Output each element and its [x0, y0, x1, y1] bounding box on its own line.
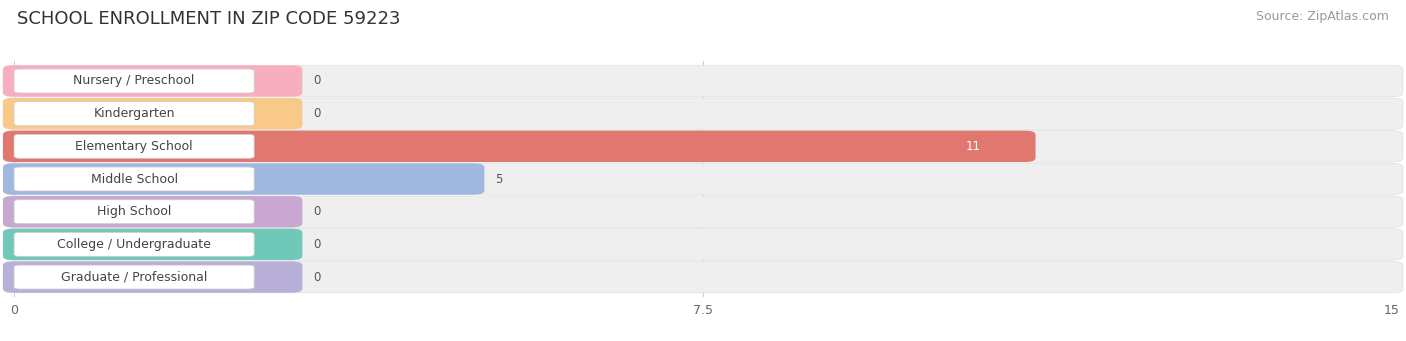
Text: High School: High School: [97, 205, 172, 218]
FancyBboxPatch shape: [3, 262, 1403, 293]
Text: Graduate / Professional: Graduate / Professional: [60, 270, 207, 284]
Text: SCHOOL ENROLLMENT IN ZIP CODE 59223: SCHOOL ENROLLMENT IN ZIP CODE 59223: [17, 10, 401, 28]
FancyBboxPatch shape: [14, 265, 254, 289]
Text: Kindergarten: Kindergarten: [93, 107, 174, 120]
FancyBboxPatch shape: [14, 200, 254, 224]
FancyBboxPatch shape: [3, 196, 1403, 227]
Text: 0: 0: [314, 205, 321, 218]
Text: 5: 5: [495, 173, 503, 186]
Text: Source: ZipAtlas.com: Source: ZipAtlas.com: [1256, 10, 1389, 23]
Text: 0: 0: [314, 74, 321, 88]
FancyBboxPatch shape: [14, 102, 254, 125]
FancyBboxPatch shape: [3, 131, 1036, 162]
FancyBboxPatch shape: [3, 262, 302, 293]
Text: Nursery / Preschool: Nursery / Preschool: [73, 74, 195, 88]
Text: College / Undergraduate: College / Undergraduate: [58, 238, 211, 251]
Text: 0: 0: [314, 238, 321, 251]
FancyBboxPatch shape: [14, 167, 254, 191]
FancyBboxPatch shape: [3, 98, 1403, 129]
FancyBboxPatch shape: [14, 134, 254, 158]
Text: 0: 0: [314, 107, 321, 120]
FancyBboxPatch shape: [14, 233, 254, 256]
Text: Middle School: Middle School: [90, 173, 177, 186]
FancyBboxPatch shape: [3, 163, 485, 195]
Text: Elementary School: Elementary School: [76, 140, 193, 153]
Text: 11: 11: [966, 140, 980, 153]
FancyBboxPatch shape: [3, 65, 1403, 97]
FancyBboxPatch shape: [14, 69, 254, 93]
FancyBboxPatch shape: [3, 98, 302, 129]
FancyBboxPatch shape: [3, 196, 302, 227]
FancyBboxPatch shape: [3, 229, 1403, 260]
FancyBboxPatch shape: [3, 163, 1403, 195]
FancyBboxPatch shape: [3, 229, 302, 260]
FancyBboxPatch shape: [3, 131, 1403, 162]
FancyBboxPatch shape: [3, 65, 302, 97]
Text: 0: 0: [314, 270, 321, 284]
